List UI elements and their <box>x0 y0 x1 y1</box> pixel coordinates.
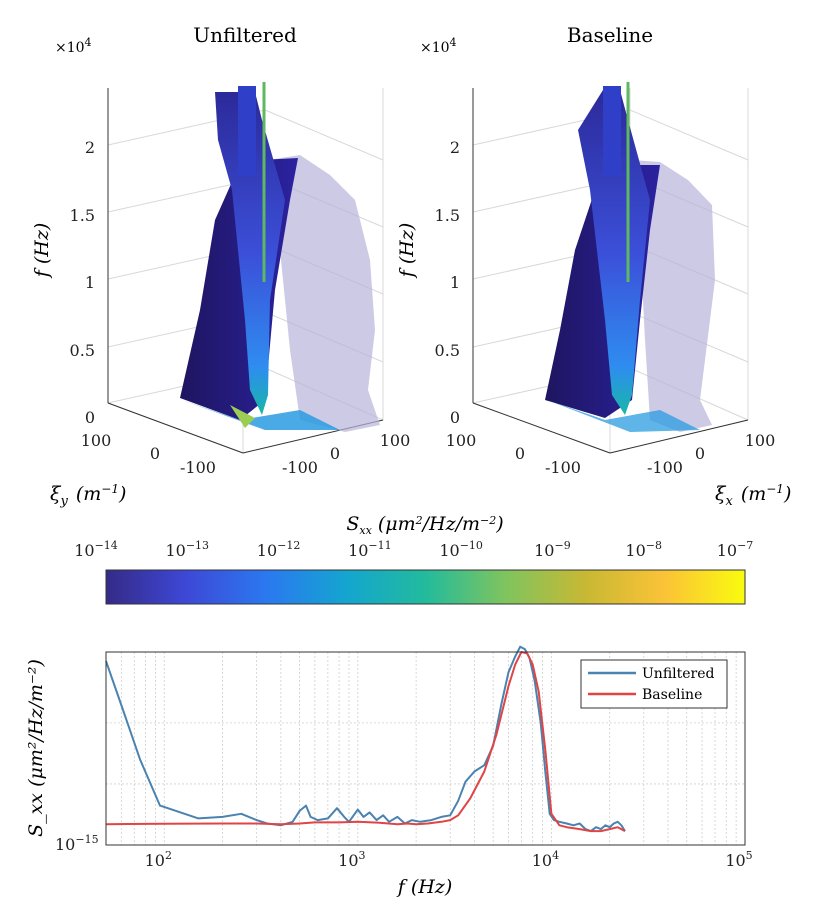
legend-label-unfiltered: Unfiltered <box>642 666 715 682</box>
x-axis-label: f (Hz) <box>396 876 452 898</box>
colorbar-label: Sxx (μm2/Hz/m−2) <box>346 513 503 537</box>
svg-text:100: 100 <box>81 431 112 450</box>
svg-text:100: 100 <box>745 431 776 450</box>
svg-text:1: 1 <box>85 273 95 292</box>
y-axis-label: S_xx (μm²/Hz/m⁻²) <box>25 659 47 837</box>
colorbar-gradient <box>105 569 746 605</box>
left-ticks: 100 0 -100 <box>81 431 216 477</box>
colorbar: Sxx (μm2/Hz/m−2) 10−14 10−13 10−12 10−11 10−1… <box>74 513 753 605</box>
svg-text:0: 0 <box>515 444 525 463</box>
z-ticks: 0 0.5 1 1.5 2 <box>435 138 460 427</box>
panel-title: Unfiltered <box>193 23 297 47</box>
colorbar-tick: 10−9 <box>534 539 571 560</box>
chart-series <box>105 645 626 833</box>
colorbar-tick: 10−10 <box>439 539 483 560</box>
panel-title: Baseline <box>567 23 653 47</box>
colorbar-tick: 10−14 <box>74 539 118 560</box>
spectrum-surface <box>180 82 380 432</box>
svg-text:1.5: 1.5 <box>70 206 95 225</box>
svg-text:2: 2 <box>450 138 460 157</box>
xi-axis-label: ξx (m−1) <box>715 482 791 509</box>
svg-text:0: 0 <box>85 408 95 427</box>
x-tick: 103 <box>338 849 365 870</box>
colorbar-tick: 10−7 <box>717 539 754 560</box>
xi-axis-label: ξy (m−1) <box>50 482 126 509</box>
z-axis-label: f (Hz) <box>396 223 418 279</box>
svg-text:100: 100 <box>446 431 477 450</box>
svg-text:0: 0 <box>330 444 340 463</box>
x-tick: 104 <box>532 849 559 870</box>
svg-text:0: 0 <box>450 408 460 427</box>
svg-text:1: 1 <box>450 273 460 292</box>
svg-text:0: 0 <box>695 444 705 463</box>
left-ticks: 100 0 -100 <box>446 431 581 477</box>
svg-text:-100: -100 <box>647 458 683 477</box>
spectrum-line-chart: 102 103 104 105 10−15 f (Hz) S_xx (μm²/Hz/m… <box>25 645 753 898</box>
exponent-multiplier: ×104 <box>420 36 457 56</box>
y-axis-line <box>107 402 244 454</box>
x-tick-labels: 102 103 104 105 <box>145 849 753 870</box>
svg-text:0.5: 0.5 <box>435 341 460 360</box>
svg-text:0.5: 0.5 <box>70 341 95 360</box>
svg-text:100: 100 <box>380 431 411 450</box>
z-ticks: 0 0.5 1 1.5 2 <box>70 138 95 427</box>
svg-text:-100: -100 <box>545 458 581 477</box>
spectrum-surface <box>545 82 715 432</box>
x-axis-line <box>609 419 749 454</box>
x-tick: 102 <box>145 849 172 870</box>
panel-baseline: Baseline ×104 0 <box>396 23 791 509</box>
legend-label-baseline: Baseline <box>642 687 702 703</box>
right-ticks: -100 0 100 <box>282 431 410 477</box>
exponent-multiplier: ×104 <box>55 36 92 56</box>
colorbar-tick: 10−12 <box>257 539 301 560</box>
panel-unfiltered: Unfiltered ×104 <box>31 23 410 509</box>
colorbar-tick: 10−11 <box>348 539 392 560</box>
x-tick: 105 <box>725 849 752 870</box>
colorbar-tick-labels: 10−14 10−13 10−12 10−11 10−10 10−9 10−8 10−7 <box>74 539 753 560</box>
right-ticks: -100 0 100 <box>647 431 775 477</box>
svg-text:-100: -100 <box>180 458 216 477</box>
colorbar-tick: 10−8 <box>625 539 662 560</box>
svg-text:1.5: 1.5 <box>435 206 460 225</box>
series-line-unfiltered <box>105 645 626 833</box>
svg-text:0: 0 <box>150 444 160 463</box>
y-tick-label: 10−15 <box>55 833 99 854</box>
colorbar-tick: 10−13 <box>165 539 209 560</box>
legend: Unfiltered Baseline <box>580 659 728 709</box>
z-axis-label: f (Hz) <box>31 223 53 279</box>
plot-frame <box>105 651 746 846</box>
series-line-baseline <box>105 651 626 833</box>
y-axis-line <box>472 402 611 454</box>
svg-text:2: 2 <box>85 138 95 157</box>
svg-text:-100: -100 <box>282 458 318 477</box>
